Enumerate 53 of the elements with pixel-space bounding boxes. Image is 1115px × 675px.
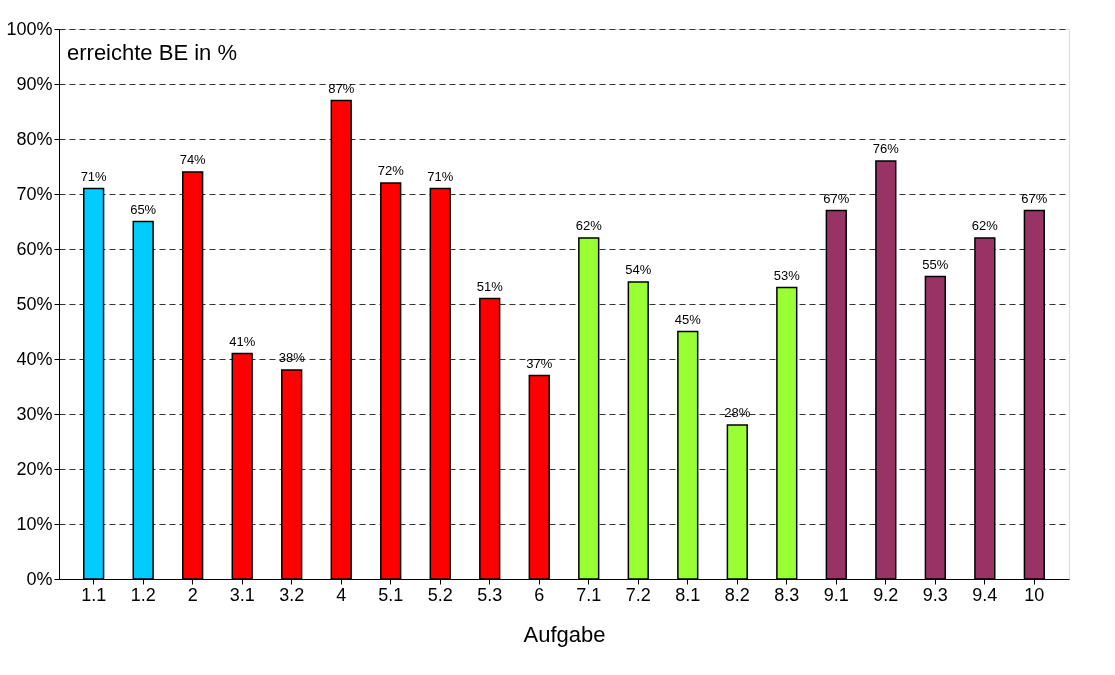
y-tick-label: 100% [6,18,53,39]
x-tick-label: 1.1 [81,584,107,605]
x-tick-label: 7.2 [625,584,651,605]
x-tick-label: 3.2 [279,584,305,605]
y-tick-label: 30% [16,403,53,424]
x-tick-label: 10 [1024,584,1045,605]
x-tick-label: 2 [187,584,198,605]
x-tick-label: 5.3 [477,584,503,605]
x-tick-label: 9.3 [922,584,948,605]
data-label: 41% [229,333,256,349]
data-label: 38% [278,350,306,365]
x-tick-label: 9.2 [873,584,899,605]
x-tick-label: 9.4 [972,584,998,605]
x-axis-title: Aufgabe [523,621,606,647]
data-label: 67% [1021,190,1048,206]
x-tick-label: 8.1 [675,584,701,605]
data-label: 71% [427,168,454,184]
x-tick-label: 8.2 [724,584,750,605]
x-tick-label: 5.1 [378,584,404,605]
data-label: 71% [80,168,108,184]
y-tick-label: 40% [16,348,53,369]
data-label: 87% [328,80,355,96]
y-tick-label: 0% [26,568,53,589]
data-label: 65% [130,201,157,217]
x-tick-label: 4 [336,584,347,605]
x-tick-label: 7.1 [576,584,602,605]
y-tick-label: 80% [16,128,53,149]
x-tick-label: 1.2 [130,584,156,605]
data-label: 62% [971,218,999,233]
x-tick-label: 6 [534,584,545,605]
data-label: 45% [674,311,702,327]
y-tick-label: 50% [16,293,53,314]
data-label: 67% [823,190,850,206]
y-tick-label: 60% [16,238,53,259]
data-label: 72% [377,163,405,178]
y-tick-label: 20% [16,458,53,479]
y-axis-title: erreichte BE in % [67,40,237,65]
data-label: 55% [922,256,949,272]
data-label: 53% [773,267,801,283]
y-tick-label: 70% [16,183,53,204]
data-label: 76% [872,141,900,156]
y-tick-label: 90% [16,73,53,94]
x-tick-label: 9.1 [823,584,849,605]
x-tick-label: 5.2 [427,584,453,605]
data-label: 62% [575,218,603,233]
data-label: 51% [476,278,504,294]
data-label: 37% [526,355,553,371]
data-label: 28% [724,405,751,420]
x-tick-label: 3.1 [229,584,255,605]
y-tick-label: 10% [16,513,53,534]
data-label: 54% [625,262,652,277]
data-label: 74% [179,152,207,167]
x-tick-label: 8.3 [774,584,800,605]
